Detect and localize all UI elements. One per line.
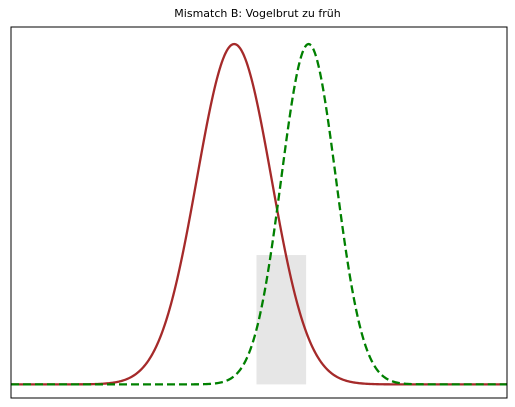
series-line-solid xyxy=(11,42,507,386)
plot-area xyxy=(11,42,507,386)
plot-frame xyxy=(10,26,508,399)
overlap-shaded-region xyxy=(256,255,307,385)
chart-title: Mismatch B: Vogelbrut zu früh xyxy=(174,7,341,20)
